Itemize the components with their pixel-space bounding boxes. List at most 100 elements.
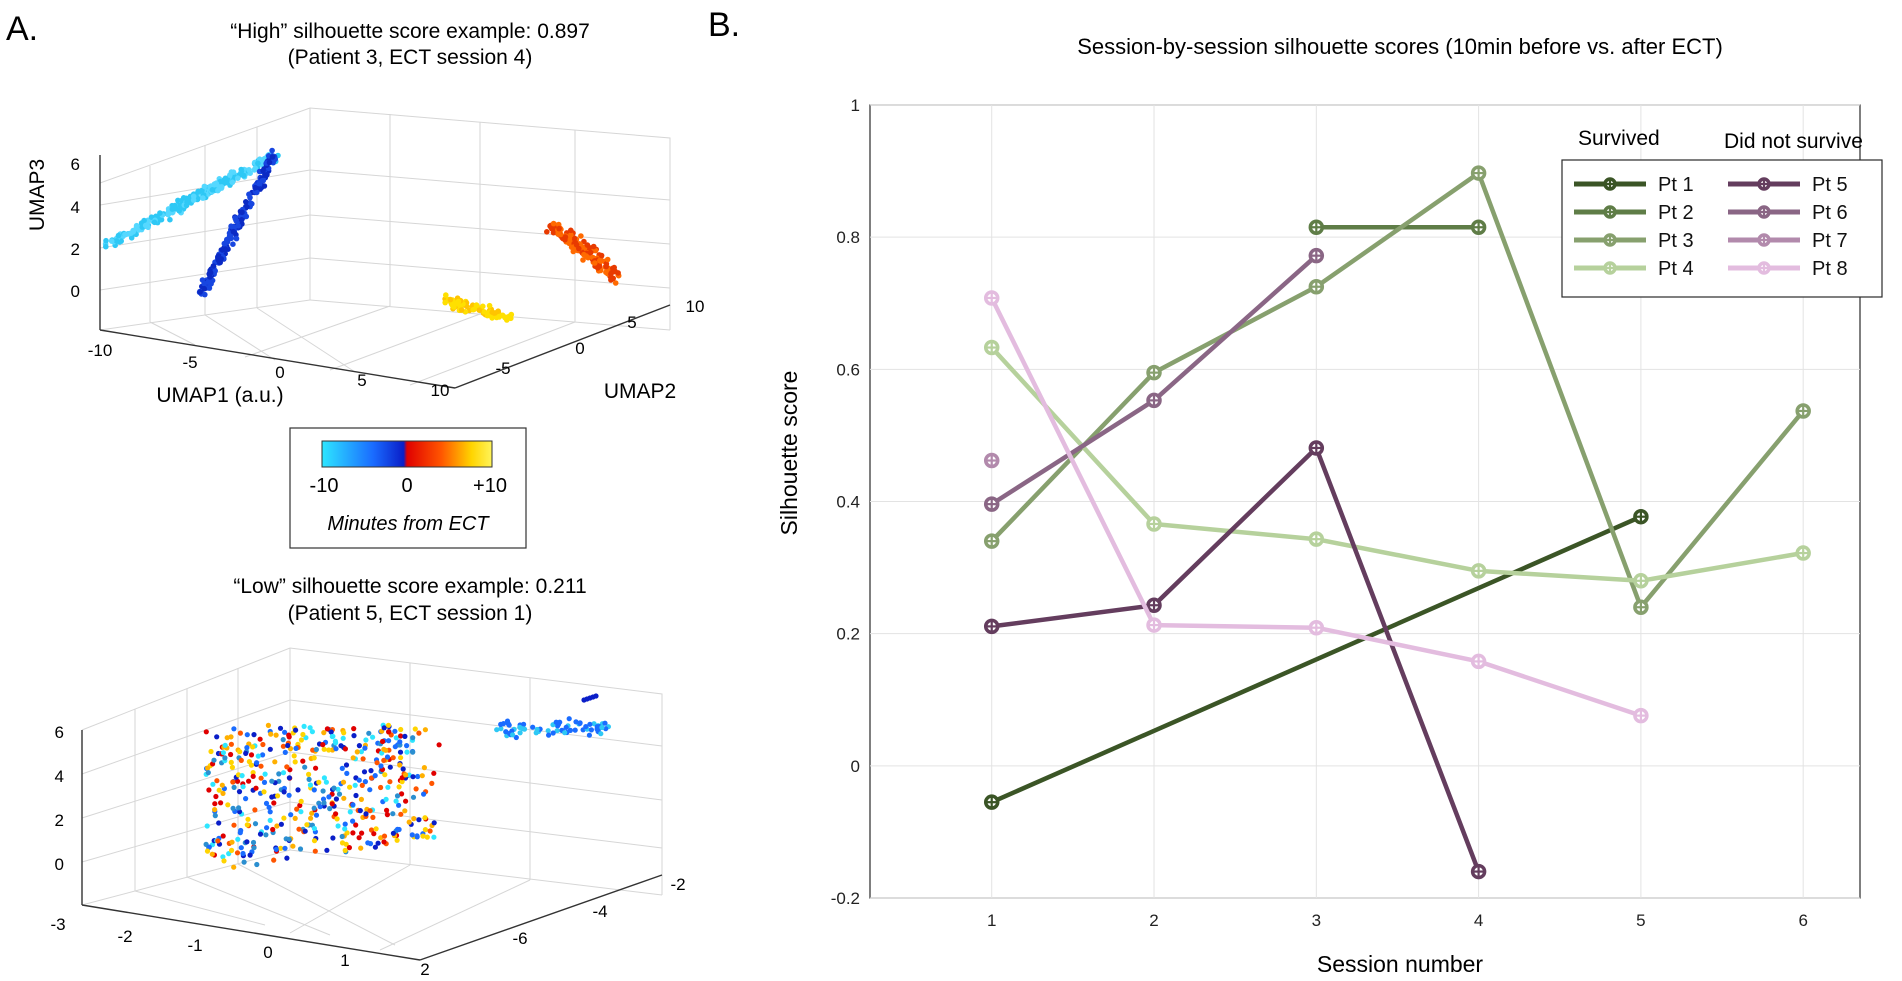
data-point-marker	[1308, 247, 1325, 264]
umap-point	[387, 779, 393, 785]
umap-point	[400, 766, 406, 772]
series-layer	[983, 165, 1811, 880]
umap-point	[577, 720, 583, 727]
low-xticklabel: 2	[420, 960, 429, 979]
data-point-marker	[983, 452, 1000, 469]
umap-point	[413, 786, 419, 792]
umap-point	[404, 749, 410, 755]
umap-point	[234, 850, 241, 856]
low-yticklabel: -6	[512, 929, 527, 948]
colorbar-tick-max: +10	[473, 475, 507, 497]
umap-point	[195, 188, 201, 195]
umap-point	[251, 845, 257, 851]
umap-point	[206, 285, 213, 291]
umap-point	[272, 759, 278, 765]
umap-point	[394, 826, 401, 833]
umap-point	[234, 218, 241, 225]
umap-point	[293, 745, 299, 752]
umap-point	[320, 788, 326, 794]
umap-point	[313, 746, 319, 753]
umap-point	[381, 746, 387, 752]
umap-point	[612, 280, 619, 286]
legend-entry-pt-7: Pt 7	[1728, 230, 1848, 252]
umap-point	[397, 762, 403, 768]
umap-point	[356, 835, 362, 841]
umap-point	[327, 806, 333, 812]
umap-point	[422, 827, 428, 833]
umap-point	[321, 746, 327, 752]
umap-point	[324, 847, 330, 853]
umap-point	[581, 251, 587, 258]
umap-point	[311, 787, 317, 793]
umap-point	[411, 816, 417, 822]
umap-point	[361, 769, 368, 775]
umap-point	[302, 764, 308, 770]
umap-point	[313, 765, 319, 771]
data-point-marker	[1603, 177, 1617, 191]
umap-point	[291, 753, 297, 759]
umap-point	[341, 795, 347, 801]
umap-point	[326, 747, 332, 753]
umap-point	[333, 811, 339, 817]
umap-point	[309, 810, 315, 816]
umap-point	[250, 770, 256, 776]
umap-point	[584, 242, 591, 248]
umap-point	[302, 828, 308, 834]
umap-point	[261, 779, 268, 786]
umap-point	[103, 237, 109, 244]
umap-point	[370, 734, 376, 740]
umap-point	[363, 737, 369, 743]
umap-point	[566, 716, 572, 722]
umap-point	[583, 724, 589, 730]
umap-point	[421, 765, 427, 771]
umap-point	[378, 763, 384, 769]
umap-point	[247, 852, 253, 858]
umap-point	[298, 737, 304, 743]
umap-point	[590, 243, 597, 250]
data-point-marker	[1308, 619, 1325, 636]
umap-point	[480, 303, 486, 310]
umap-point	[387, 764, 393, 770]
umap-point	[175, 197, 181, 204]
data-point-marker	[983, 618, 1000, 635]
umap-point	[267, 746, 273, 752]
umap-point	[576, 245, 582, 252]
umap-point	[424, 834, 430, 840]
colorbar-tick-min: -10	[310, 475, 339, 497]
umap-point	[235, 836, 241, 842]
umap-point	[264, 825, 270, 831]
umap-point	[235, 778, 241, 784]
umap-point	[212, 801, 218, 807]
umap-point	[578, 233, 584, 239]
umap-point	[410, 794, 417, 800]
umap-point	[183, 202, 190, 209]
umap-point	[307, 725, 313, 731]
umap-point	[238, 166, 244, 173]
colorbar-gradient	[321, 440, 493, 468]
data-point-marker	[1470, 863, 1487, 880]
umap-point	[298, 798, 304, 805]
data-point-marker	[1308, 531, 1325, 547]
legend-entry-pt-6: Pt 6	[1728, 202, 1848, 224]
umap-point	[410, 735, 416, 741]
umap-point	[342, 821, 348, 827]
umap-point	[263, 800, 270, 807]
umap-point	[306, 771, 312, 778]
umap-point	[338, 743, 344, 749]
umap-point	[402, 808, 408, 814]
umap-point	[420, 833, 426, 839]
umap-point	[151, 219, 158, 226]
umap-point	[286, 734, 292, 740]
high-yticklabel: 10	[686, 297, 705, 316]
umap-point	[342, 826, 348, 832]
umap-point	[205, 279, 211, 286]
umap-point	[261, 183, 268, 189]
umap-point	[406, 819, 412, 825]
umap-point	[243, 750, 249, 757]
umap-point	[128, 235, 135, 241]
umap-point	[297, 802, 303, 809]
low-point-cloud	[203, 693, 612, 870]
umap-point	[292, 815, 298, 822]
umap-point	[500, 721, 507, 727]
umap-point	[390, 830, 396, 836]
